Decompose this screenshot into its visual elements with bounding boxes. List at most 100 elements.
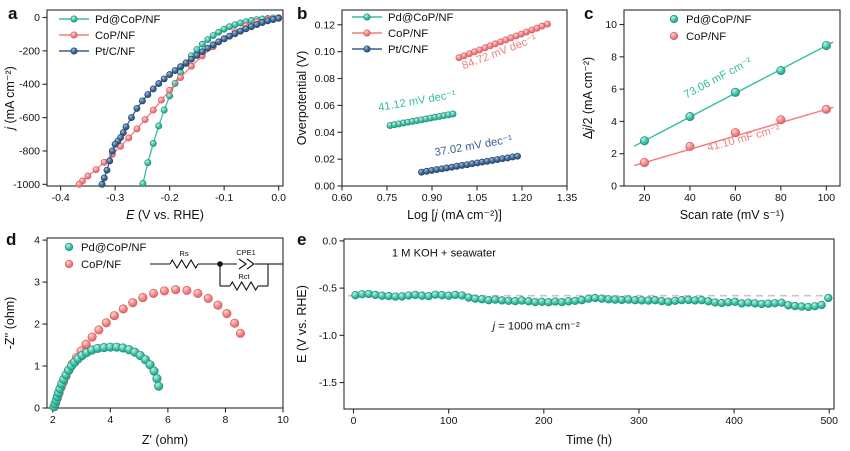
svg-text:-0.1: -0.1 xyxy=(215,192,233,204)
panel-b-letter: b xyxy=(297,4,308,23)
svg-text:CoP/NF: CoP/NF xyxy=(388,28,428,40)
svg-text:Rs: Rs xyxy=(179,249,188,258)
chronopotentiometry-stability-chart: 0 100 200 300 400 500 0.0 -0.5 -1.0 -1.5 Time (h) E… xyxy=(295,235,838,447)
svg-text:0.0: 0.0 xyxy=(322,235,337,247)
svg-text:0.75: 0.75 xyxy=(377,192,398,204)
svg-text:0.06: 0.06 xyxy=(315,100,336,112)
svg-text:Pd@CoP/NF: Pd@CoP/NF xyxy=(686,14,752,26)
svg-text:37.02 mV dec⁻¹: 37.02 mV dec⁻¹ xyxy=(434,133,514,159)
svg-text:-200: -200 xyxy=(19,45,40,57)
tafel-slope-chart: 0.60 0.75 0.90 1.05 1.20 1.35 0.00 0.02 0.04 0.06… xyxy=(295,9,578,222)
svg-text:0: 0 xyxy=(351,415,357,427)
svg-text:1.20: 1.20 xyxy=(512,192,533,204)
svg-text:-0.3: -0.3 xyxy=(106,192,124,204)
svg-text:Pd@CoP/NF: Pd@CoP/NF xyxy=(81,242,147,254)
svg-text:1.35: 1.35 xyxy=(557,192,578,204)
svg-text:0: 0 xyxy=(611,181,617,193)
svg-text:0.90: 0.90 xyxy=(422,192,443,204)
svg-text:4: 4 xyxy=(34,235,40,247)
svg-text:Pd@CoP/NF: Pd@CoP/NF xyxy=(95,14,161,26)
svg-text:80: 80 xyxy=(775,192,787,204)
panel-b-chart: 0.60 0.75 0.90 1.05 1.20 1.35 0.00 0.02 0.04 0.06… xyxy=(292,0,578,231)
svg-text:60: 60 xyxy=(730,192,742,204)
svg-text:6: 6 xyxy=(611,84,617,96)
svg-text:4: 4 xyxy=(611,116,617,128)
svg-text:8: 8 xyxy=(611,51,617,63)
svg-text:-1000: -1000 xyxy=(13,179,40,191)
svg-text:Z' (ohm): Z' (ohm) xyxy=(142,433,188,447)
svg-text:j (mA cm⁻²): j (mA cm⁻²) xyxy=(3,66,17,132)
svg-text:0.08: 0.08 xyxy=(315,73,336,85)
svg-text:2: 2 xyxy=(611,148,617,160)
svg-text:3: 3 xyxy=(34,277,40,289)
svg-text:Pd@CoP/NF: Pd@CoP/NF xyxy=(388,12,454,24)
svg-text:j = 1000 mA cm⁻²: j = 1000 mA cm⁻² xyxy=(491,321,580,333)
svg-text:-0.5: -0.5 xyxy=(319,283,337,295)
panel-d-chart: 2 4 6 8 10 0 1 2 3 4 Z' (ohm) -Z'' (ohm) Pd@CoP/NF Co… xyxy=(0,226,292,451)
panel-c-letter: c xyxy=(584,4,594,23)
svg-text:Rct: Rct xyxy=(238,272,250,281)
svg-text:Δj/2 (mA cm⁻²): Δj/2 (mA cm⁻²) xyxy=(581,57,595,139)
svg-text:4: 4 xyxy=(107,414,113,426)
svg-text:1: 1 xyxy=(34,361,40,373)
svg-text:-Z'' (ohm): -Z'' (ohm) xyxy=(3,297,17,350)
svg-text:73.06 mF cm⁻²: 73.06 mF cm⁻² xyxy=(682,55,754,101)
svg-text:-800: -800 xyxy=(19,145,40,157)
panel-e-letter: e xyxy=(297,230,307,249)
svg-text:Overpotential (V): Overpotential (V) xyxy=(295,51,309,145)
lsv-polarization-chart: -0.4 -0.3 -0.2 -0.1 0.0 0 -200 -400 -600 -800 -100… xyxy=(3,9,286,222)
svg-text:0: 0 xyxy=(34,12,40,24)
svg-text:CoP/NF: CoP/NF xyxy=(686,31,726,43)
svg-text:-1.5: -1.5 xyxy=(319,377,337,389)
svg-text:-600: -600 xyxy=(19,112,40,124)
svg-text:E (V vs. RHE): E (V vs. RHE) xyxy=(126,208,204,222)
svg-text:2: 2 xyxy=(50,414,56,426)
panel-c-chart: 20 40 60 80 100 0 2 4 6 8 10 Scan rate (mV s⁻¹) Δj/2… xyxy=(578,0,850,231)
svg-text:8: 8 xyxy=(223,414,229,426)
svg-text:0.12: 0.12 xyxy=(315,19,336,31)
nyquist-eis-chart: 2 4 6 8 10 0 1 2 3 4 Z' (ohm) -Z'' (ohm) Pd@CoP/NF Co… xyxy=(3,235,289,447)
svg-text:40: 40 xyxy=(684,192,696,204)
svg-text:Scan rate (mV s⁻¹): Scan rate (mV s⁻¹) xyxy=(680,208,785,222)
svg-text:-0.2: -0.2 xyxy=(161,192,179,204)
svg-text:-400: -400 xyxy=(19,79,40,91)
svg-text:0: 0 xyxy=(34,403,40,415)
panel-e-chart: 0 100 200 300 400 500 0.0 -0.5 -1.0 -1.5 Time (h) E… xyxy=(292,226,850,451)
svg-text:E (V vs. RHE): E (V vs. RHE) xyxy=(295,285,309,363)
svg-text:2: 2 xyxy=(34,319,40,331)
svg-text:10: 10 xyxy=(277,414,289,426)
svg-text:10: 10 xyxy=(605,19,617,31)
svg-text:Log [j (mA cm⁻²)]: Log [j (mA cm⁻²)] xyxy=(407,208,502,222)
svg-text:0.0: 0.0 xyxy=(271,192,286,204)
svg-text:0.60: 0.60 xyxy=(332,192,353,204)
panel-a-letter: a xyxy=(8,4,18,23)
svg-text:CoP/NF: CoP/NF xyxy=(81,259,121,271)
svg-text:400: 400 xyxy=(725,415,743,427)
svg-text:1 M KOH + seawater: 1 M KOH + seawater xyxy=(392,247,496,259)
svg-text:Pt/C/NF: Pt/C/NF xyxy=(95,46,135,58)
svg-text:1.05: 1.05 xyxy=(467,192,488,204)
equivalent-circuit-inset: Rs CPE1 Rct xyxy=(150,248,283,292)
panel-a-chart: -0.4 -0.3 -0.2 -0.1 0.0 0 -200 -400 -600 -800 -100… xyxy=(0,0,292,231)
svg-text:CPE1: CPE1 xyxy=(236,248,256,257)
svg-text:200: 200 xyxy=(535,415,553,427)
svg-text:41.12 mV dec⁻¹: 41.12 mV dec⁻¹ xyxy=(377,89,457,115)
svg-text:100: 100 xyxy=(818,192,836,204)
svg-text:20: 20 xyxy=(639,192,651,204)
svg-text:0.10: 0.10 xyxy=(315,46,336,58)
svg-text:0.04: 0.04 xyxy=(315,127,336,139)
svg-text:-1.0: -1.0 xyxy=(319,330,337,342)
svg-text:0.00: 0.00 xyxy=(315,181,336,193)
svg-text:500: 500 xyxy=(820,415,838,427)
svg-text:0.02: 0.02 xyxy=(315,154,336,166)
svg-text:41.10 mF cm⁻²: 41.10 mF cm⁻² xyxy=(706,123,782,154)
svg-text:Pt/C/NF: Pt/C/NF xyxy=(388,44,428,56)
svg-text:100: 100 xyxy=(440,415,458,427)
svg-text:Time (h): Time (h) xyxy=(566,433,612,447)
svg-text:6: 6 xyxy=(165,414,171,426)
svg-text:CoP/NF: CoP/NF xyxy=(95,30,135,42)
panel-d-letter: d xyxy=(6,230,17,249)
svg-text:300: 300 xyxy=(630,415,648,427)
svg-text:-0.4: -0.4 xyxy=(52,192,70,204)
